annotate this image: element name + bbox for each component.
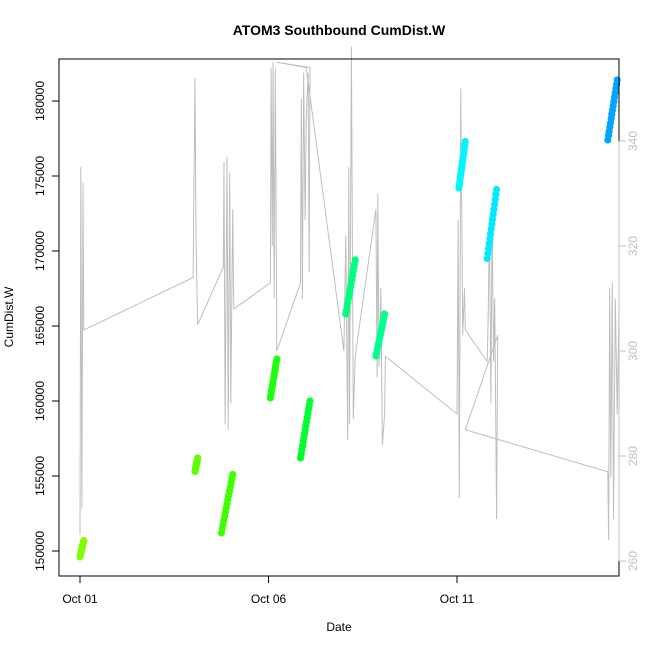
point-series-2 bbox=[217, 470, 237, 537]
y-tick-label: 160000 bbox=[33, 381, 47, 421]
y-right-tick-label: 300 bbox=[626, 341, 640, 361]
x-tick-label: Oct 11 bbox=[440, 592, 475, 606]
x-tick-label: Oct 01 bbox=[62, 592, 98, 606]
point-series-6 bbox=[372, 310, 389, 360]
point-series-7 bbox=[455, 137, 469, 192]
y-right-tick-label: 280 bbox=[626, 446, 640, 466]
y-tick-label: 170000 bbox=[33, 231, 47, 271]
data-point bbox=[351, 256, 359, 264]
data-point bbox=[613, 76, 621, 84]
point-series-8 bbox=[483, 185, 501, 263]
chart-title: ATOM3 Southbound CumDist.W bbox=[233, 22, 446, 38]
data-point bbox=[306, 397, 314, 405]
y-right-tick-label: 320 bbox=[626, 236, 640, 256]
point-series-5 bbox=[342, 256, 359, 318]
y-right-tick-label: 260 bbox=[626, 551, 640, 571]
y-tick-label: 180000 bbox=[33, 81, 47, 121]
plot-area bbox=[76, 46, 621, 561]
point-series-0 bbox=[76, 536, 88, 561]
y-axis: 150000 155000 160000 165000 170000 175000 1800… bbox=[33, 81, 60, 571]
data-point bbox=[194, 454, 202, 462]
data-point bbox=[229, 470, 237, 479]
y-tick-label: 165000 bbox=[33, 306, 47, 346]
y-tick-label: 155000 bbox=[33, 456, 47, 496]
data-point bbox=[493, 185, 501, 194]
data-point bbox=[461, 137, 469, 146]
y-tick-label: 150000 bbox=[33, 531, 47, 571]
point-series-1 bbox=[191, 454, 202, 476]
x-axis-label: Date bbox=[326, 620, 352, 634]
x-tick-label: Oct 06 bbox=[251, 592, 287, 606]
point-series-4 bbox=[296, 397, 314, 462]
point-series-9 bbox=[604, 76, 621, 144]
y-axis-label: CumDist.W bbox=[2, 286, 16, 347]
data-point bbox=[381, 310, 389, 318]
y-axis-right: 260 280 300 320 340 bbox=[618, 131, 640, 571]
y-right-tick-label: 340 bbox=[626, 131, 640, 151]
data-point bbox=[273, 355, 281, 363]
point-series-3 bbox=[266, 355, 281, 402]
x-axis: Oct 01 Oct 06 Oct 11 bbox=[62, 575, 475, 606]
y-tick-label: 175000 bbox=[33, 156, 47, 196]
data-point bbox=[80, 536, 88, 545]
